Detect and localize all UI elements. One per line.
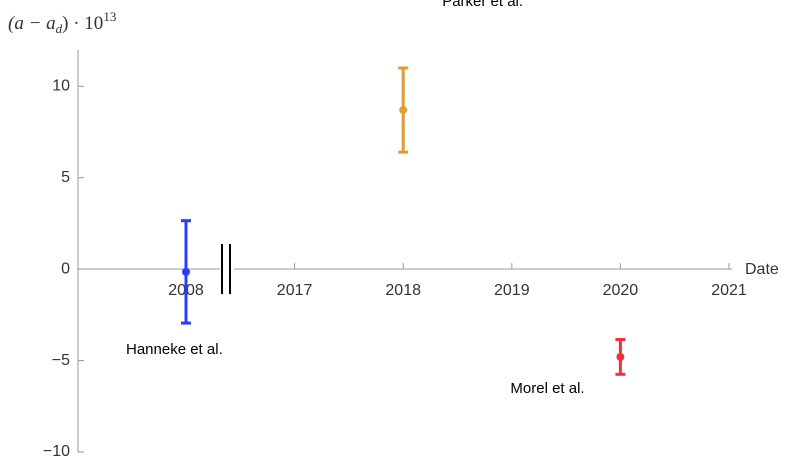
x-tick-label: 2017: [277, 282, 313, 299]
x-axis-label: Date: [745, 261, 779, 278]
x-tick-label: 2020: [603, 282, 639, 299]
y-tick-label: 0: [61, 260, 70, 277]
point: [182, 267, 190, 276]
y-label-part: (a − a: [8, 13, 56, 34]
y-tick-label: 10: [52, 78, 70, 95]
x-tick-label: 2019: [494, 282, 530, 299]
point: [616, 352, 625, 361]
y-label-part: 13: [103, 9, 116, 24]
series-label: Morel et al.: [510, 380, 584, 397]
x-tick-label: 2021: [711, 282, 747, 299]
y-tick-label: −10: [43, 443, 70, 459]
series-label: Hanneke et al.: [126, 341, 223, 358]
y-axis-label: (a − ad) · 1013: [8, 9, 116, 36]
x-tick-label: 2018: [385, 282, 421, 299]
y-label-part: d: [56, 21, 63, 36]
series-label: Parker et al.: [442, 0, 523, 10]
y-tick-label: −5: [52, 352, 70, 369]
y-tick-label: 5: [61, 169, 70, 186]
point: [399, 106, 408, 115]
y-label-part: ) · 10: [62, 13, 103, 34]
